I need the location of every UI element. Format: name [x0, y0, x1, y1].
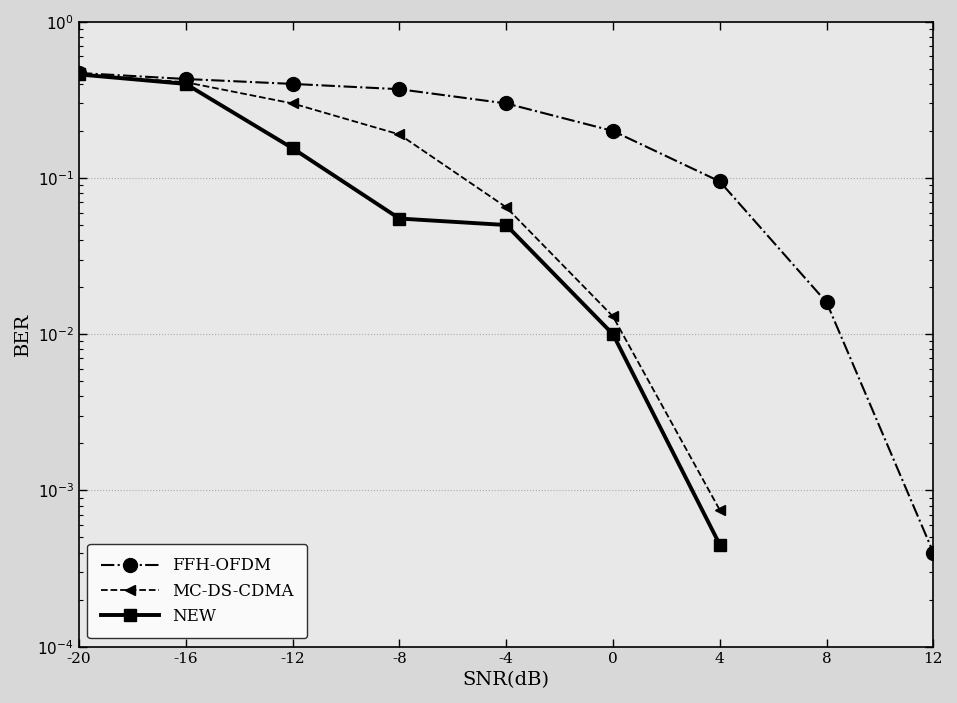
- FFH-OFDM: [287, 79, 299, 88]
- FFH-OFDM: [501, 99, 512, 108]
- FFH-OFDM: [714, 177, 725, 186]
- MC-DS-CDMA: [180, 78, 191, 86]
- Line: FFH-OFDM: FFH-OFDM: [72, 66, 941, 560]
- MC-DS-CDMA: [607, 312, 618, 321]
- Line: NEW: NEW: [74, 69, 725, 550]
- FFH-OFDM: [607, 127, 618, 135]
- Line: MC-DS-CDMA: MC-DS-CDMA: [74, 70, 724, 515]
- FFH-OFDM: [821, 298, 833, 307]
- NEW: [393, 214, 405, 223]
- FFH-OFDM: [180, 75, 191, 83]
- NEW: [73, 70, 84, 79]
- MC-DS-CDMA: [287, 99, 299, 108]
- NEW: [180, 79, 191, 88]
- MC-DS-CDMA: [393, 130, 405, 138]
- NEW: [607, 330, 618, 338]
- FFH-OFDM: [73, 69, 84, 77]
- MC-DS-CDMA: [714, 505, 725, 514]
- X-axis label: SNR(dB): SNR(dB): [462, 671, 549, 689]
- NEW: [287, 144, 299, 153]
- MC-DS-CDMA: [501, 203, 512, 212]
- NEW: [714, 541, 725, 549]
- Y-axis label: BER: BER: [14, 313, 32, 356]
- Legend: FFH-OFDM, MC-DS-CDMA, NEW: FFH-OFDM, MC-DS-CDMA, NEW: [87, 544, 307, 638]
- FFH-OFDM: [393, 85, 405, 93]
- MC-DS-CDMA: [73, 70, 84, 79]
- NEW: [501, 221, 512, 229]
- FFH-OFDM: [927, 548, 939, 557]
